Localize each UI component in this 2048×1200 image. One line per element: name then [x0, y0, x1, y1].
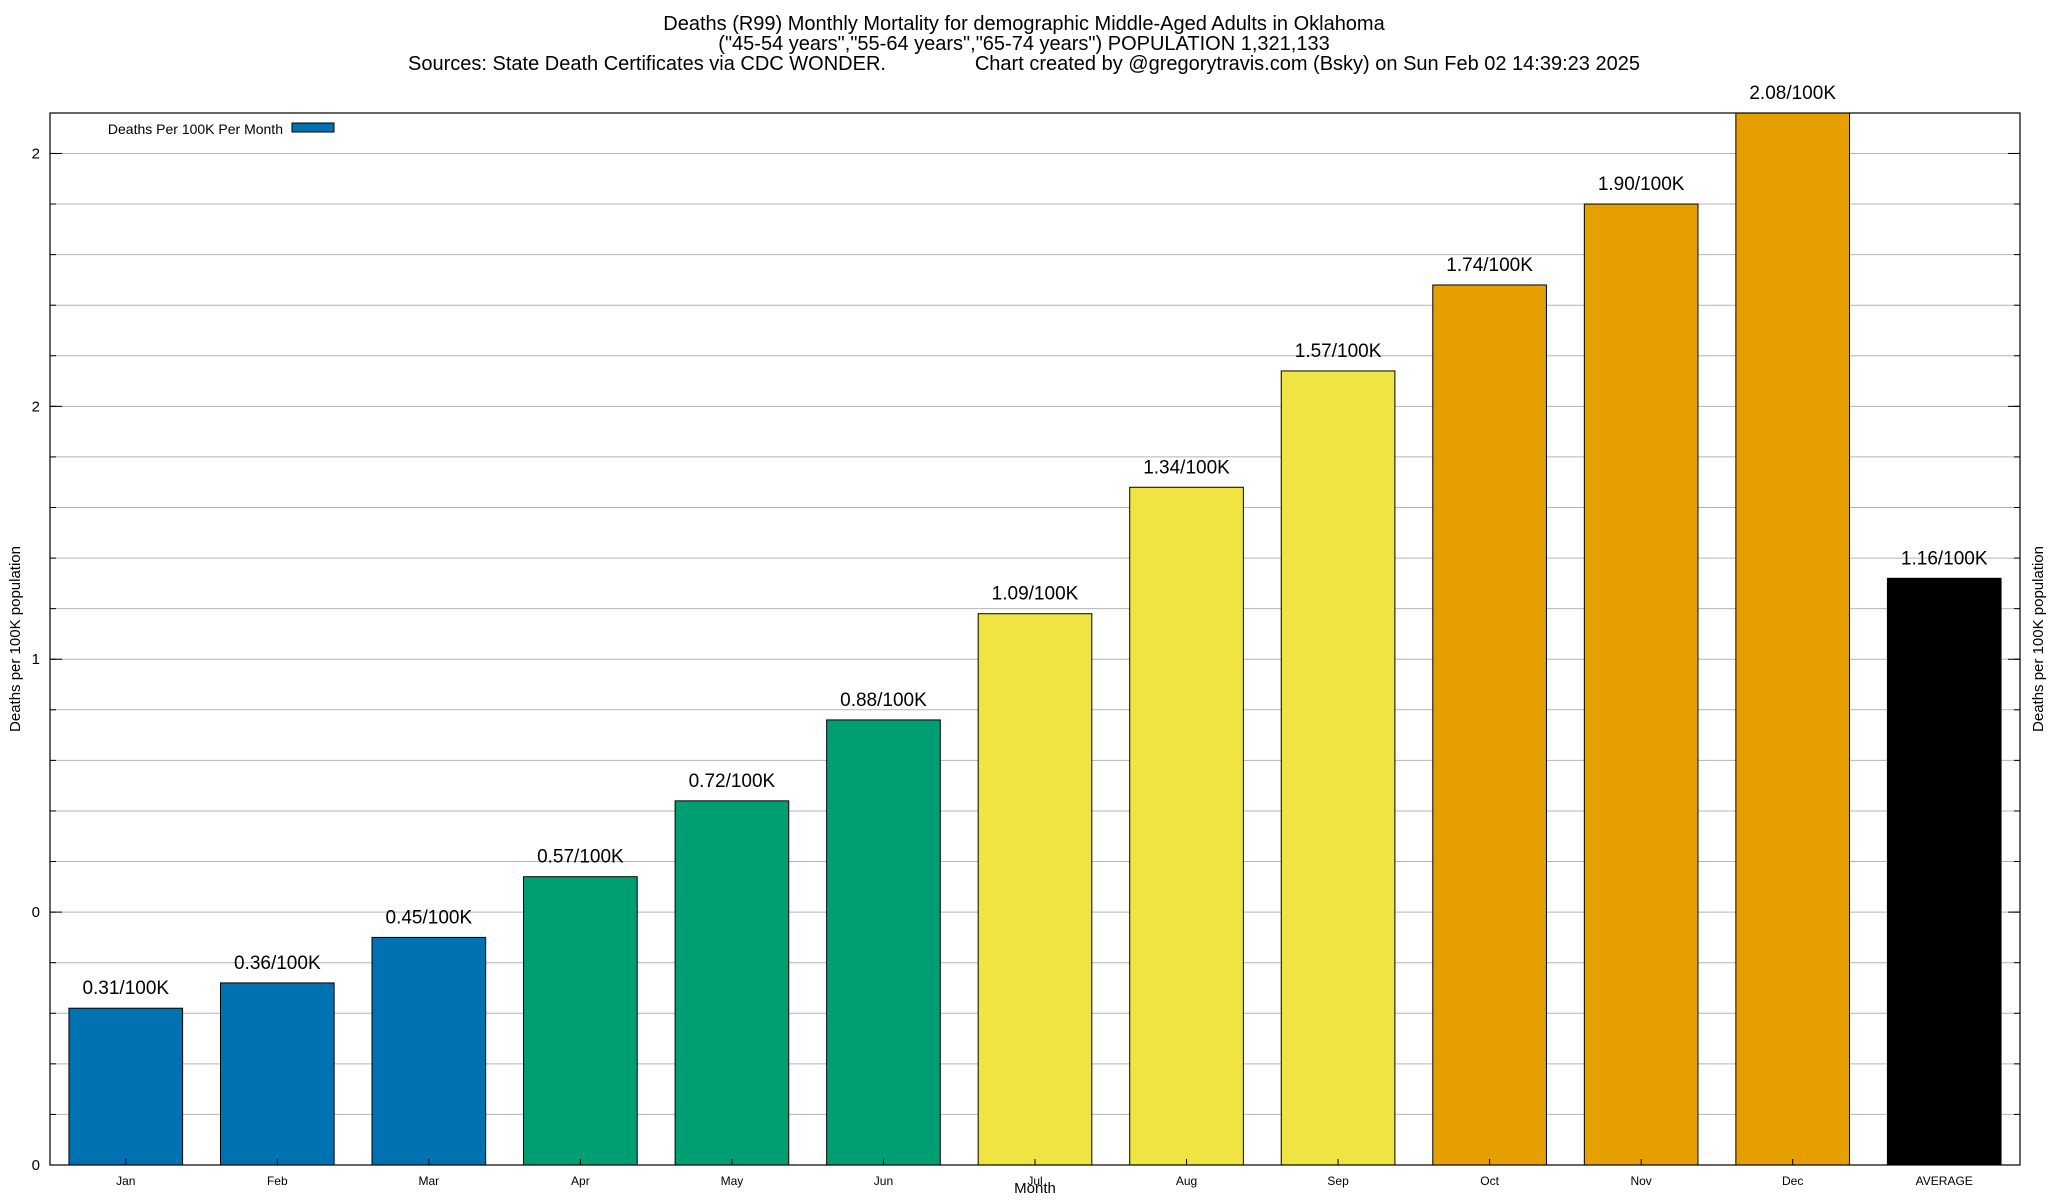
bar-value-label: 0.31/100K [82, 978, 169, 999]
bars [68, 112, 2002, 1166]
x-tick-label: Jan [116, 1174, 135, 1188]
bar [977, 613, 1093, 1166]
bar [1280, 370, 1396, 1166]
bar-value-label: 2.08/100K [1749, 83, 1836, 104]
x-tick-label: Apr [571, 1174, 590, 1188]
bar [1583, 203, 1699, 1166]
y-tick-label: 2 [32, 398, 40, 415]
x-tick-label: Dec [1782, 1174, 1803, 1188]
bar-value-label: 1.09/100K [992, 584, 1079, 605]
bar-value-label: 1.57/100K [1295, 341, 1382, 362]
y-tick-label: 0 [32, 1157, 40, 1174]
x-tick-label: Jun [874, 1174, 893, 1188]
x-tick-label: Feb [267, 1174, 288, 1188]
x-tick-label: Oct [1480, 1174, 1499, 1188]
bar-value-label: 1.90/100K [1598, 174, 1685, 195]
bar [826, 719, 941, 1166]
chart-source-line: Sources: State Death Certificates via CD… [408, 53, 1640, 75]
chart-title-block: Deaths (R99) Monthly Mortality for demog… [0, 14, 2048, 74]
legend-swatch [291, 122, 335, 133]
bar [523, 876, 638, 1166]
bar [68, 1007, 184, 1166]
bar [1886, 577, 2002, 1166]
bar-value-label: 0.57/100K [537, 847, 624, 868]
x-tick-label: AVERAGE [1916, 1174, 1973, 1188]
x-tick-label: Nov [1630, 1174, 1651, 1188]
x-axis-title: Month [1014, 1180, 1056, 1197]
x-tick-label: Sep [1327, 1174, 1349, 1188]
y-axis-title: Deaths per 100K population [7, 546, 24, 732]
bar-value-label: 0.88/100K [840, 690, 927, 711]
y2-axis-title: Deaths per 100K population [2030, 546, 2047, 732]
bar-value-label: 0.36/100K [234, 953, 321, 974]
y-tick-label: 2 [32, 145, 40, 162]
bar [674, 800, 790, 1166]
chart-title: Deaths (R99) Monthly Mortality for demog… [663, 13, 1385, 35]
labels: 0 0 1 2 2 0.31/100K Jan 0.36/100K Feb 0.45/100K Ma… [32, 83, 1988, 1188]
bar-value-label: 1.16/100K [1901, 548, 1988, 569]
x-tick-label: Aug [1176, 1174, 1197, 1188]
x-tick-label: Mar [419, 1174, 440, 1188]
axis-ticks [50, 152, 2020, 1166]
bar [371, 936, 487, 1166]
x-tick-label: May [721, 1174, 744, 1188]
bar-value-label: 1.74/100K [1446, 255, 1533, 276]
bar [1735, 112, 1851, 1166]
legend: Deaths Per 100K Per Month [108, 121, 335, 137]
bar [219, 982, 335, 1166]
bar-value-label: 1.34/100K [1143, 457, 1230, 478]
bar [1432, 284, 1547, 1166]
y-tick-label: 0 [32, 904, 40, 921]
chart-subtitle: ("45-54 years","55-64 years","65-74 year… [718, 33, 1330, 55]
legend-label: Deaths Per 100K Per Month [108, 121, 283, 137]
bar-value-label: 0.72/100K [689, 771, 776, 792]
y-tick-label: 1 [32, 651, 40, 668]
bar [1129, 486, 1244, 1166]
x-tick-label: Jul [1027, 1174, 1042, 1188]
bar-value-label: 0.45/100K [386, 907, 473, 928]
